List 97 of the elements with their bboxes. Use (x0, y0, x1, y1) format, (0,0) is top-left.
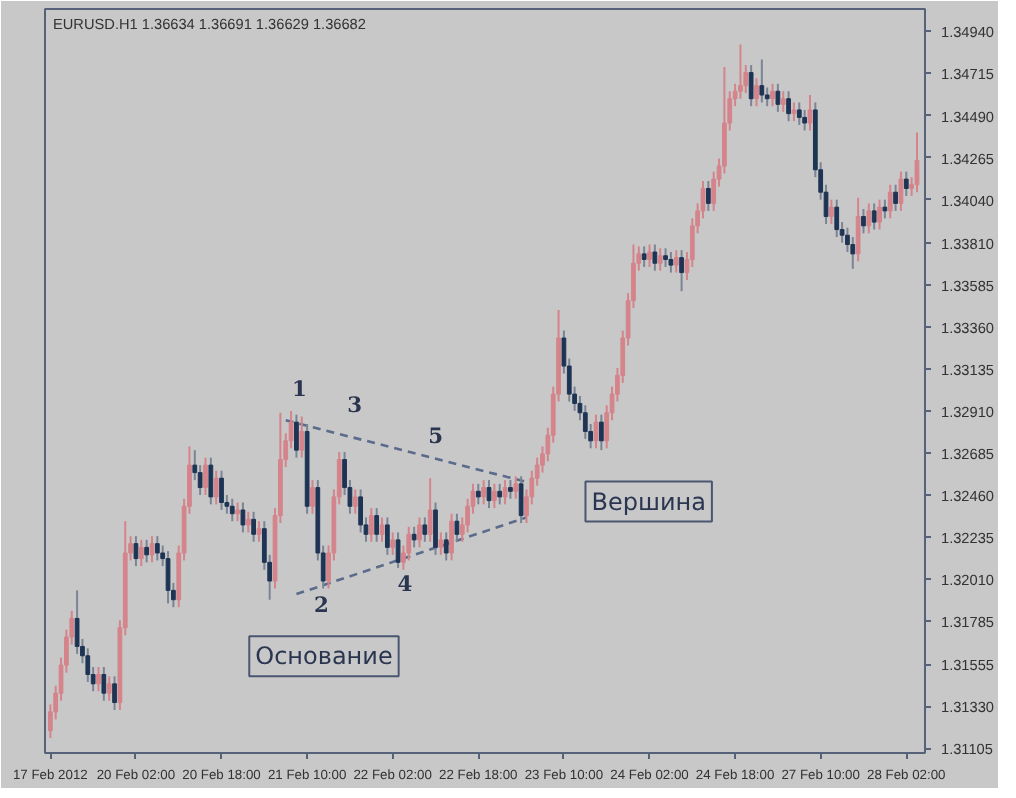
candlestick (144, 538, 150, 564)
candlestick (245, 510, 251, 534)
candlestick (679, 249, 684, 293)
candlestick (513, 475, 519, 500)
candlestick (449, 512, 454, 562)
candlestick (395, 531, 401, 569)
candlestick (754, 77, 759, 108)
annotation: 3 (347, 392, 363, 419)
candlestick (481, 479, 487, 506)
candlestick (374, 507, 380, 543)
candlestick (893, 183, 898, 212)
candlestick (475, 482, 481, 506)
candlestick (668, 251, 674, 274)
annotation: 1 (291, 376, 307, 403)
candlestick (582, 404, 588, 440)
candlestick (310, 479, 315, 515)
candlestick (149, 535, 155, 564)
candlestick (502, 479, 508, 506)
candlestick (791, 101, 797, 123)
candlestick (807, 93, 813, 132)
candlestick (203, 456, 208, 497)
candlestick (379, 516, 385, 543)
candlestick (235, 501, 240, 523)
candlestick (748, 64, 754, 108)
candlestick (705, 179, 711, 212)
candlestick (657, 247, 663, 272)
candlestick (74, 589, 80, 655)
annotation: 2 (313, 592, 329, 619)
candlestick (903, 170, 909, 197)
candlestick (796, 101, 802, 126)
candlestick (882, 198, 888, 220)
candlestick (385, 516, 390, 556)
candlestick (491, 482, 497, 510)
candlestick (850, 236, 856, 270)
candlestick (390, 531, 396, 556)
candlestick (673, 249, 679, 274)
candlestick (641, 245, 647, 268)
annotation: 5 (428, 422, 444, 449)
annotation: 4 (397, 570, 413, 597)
candlestick (738, 43, 743, 100)
candlestick (593, 413, 599, 450)
candlestick (887, 183, 893, 220)
candlestick (251, 510, 256, 543)
candlestick (652, 243, 658, 272)
candlestick (294, 413, 299, 459)
candlestick (411, 525, 417, 549)
candlestick (647, 243, 652, 268)
candlestick (443, 531, 449, 562)
candlestick (208, 456, 214, 506)
candlestick (855, 196, 861, 263)
candlestick (406, 525, 412, 562)
candlestick (454, 512, 460, 543)
candlestick (663, 247, 668, 268)
candlestick (352, 488, 358, 515)
candlestick (497, 482, 503, 506)
candlestick (775, 82, 781, 113)
candlestick (229, 497, 235, 523)
candlestick (213, 469, 219, 506)
candlestick (240, 501, 246, 534)
candlestick (786, 90, 791, 123)
candlestick (914, 131, 920, 194)
candlestick (154, 535, 160, 562)
candlestick (508, 479, 513, 500)
candlestick (165, 550, 171, 605)
candlestick (759, 58, 765, 104)
candlestick (877, 198, 882, 231)
annotation: Вершина (591, 487, 706, 516)
annotation: Основание (255, 642, 393, 671)
candlestick (780, 90, 786, 113)
candlestick (96, 666, 101, 693)
candlestick (256, 520, 262, 543)
candlestick (518, 475, 524, 525)
candlestick (358, 488, 363, 534)
candlestick (138, 538, 144, 568)
candlestick (219, 469, 224, 511)
candlestick (770, 82, 775, 108)
candlestick (861, 208, 866, 235)
candlestick (427, 477, 433, 543)
candlestick (898, 170, 904, 212)
candlestick (438, 531, 444, 556)
candlestick (133, 535, 139, 568)
candlestick (422, 516, 428, 543)
candlestick (112, 675, 117, 712)
candlestick (417, 516, 422, 549)
candlestick (101, 666, 107, 702)
candlestick (368, 507, 374, 543)
candlestick (299, 415, 305, 459)
candlestick (486, 479, 492, 510)
candlestick (802, 108, 808, 132)
candlestick (85, 647, 91, 683)
candlestick (871, 202, 877, 231)
candlestick (866, 202, 872, 235)
candlestick (433, 501, 438, 556)
candlestick (106, 675, 112, 702)
candlestick (829, 198, 834, 225)
candlestick (834, 198, 840, 239)
candlestick (598, 413, 604, 452)
